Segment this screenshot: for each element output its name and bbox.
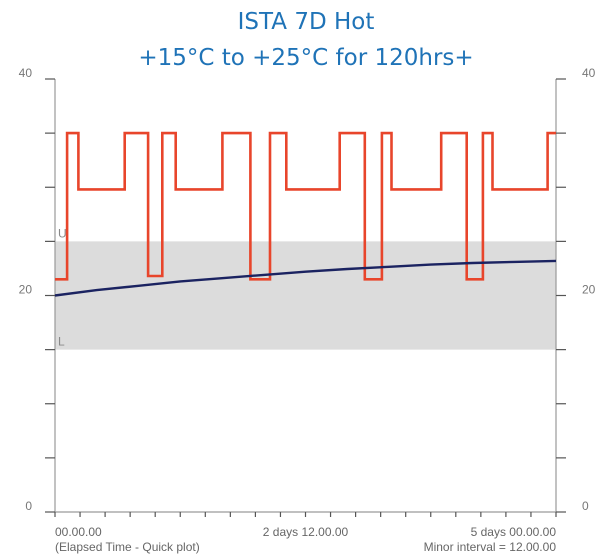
chart-subtitle: +15°C to +25°C for 120hrs+ bbox=[138, 45, 473, 71]
x-tick-label-secondary: (Elapsed Time - Quick plot) bbox=[55, 540, 200, 554]
x-tick-label: 5 days 00.00.00 bbox=[471, 525, 557, 539]
y-tick-label-left: 0 bbox=[25, 499, 32, 513]
upper-limit-label: U bbox=[58, 226, 67, 240]
y-tick-label-right: 20 bbox=[582, 283, 596, 297]
y-tick-label-left: 20 bbox=[19, 283, 33, 297]
y-tick-label-left: 40 bbox=[19, 66, 33, 80]
y-tick-label-right: 40 bbox=[582, 66, 596, 80]
x-tick-label: 00.00.00 bbox=[55, 525, 102, 539]
chart-title: ISTA 7D Hot bbox=[238, 9, 375, 35]
lower-limit-label: L bbox=[58, 335, 65, 349]
x-tick-label-secondary: Minor interval = 12.00.00 bbox=[424, 540, 557, 554]
tolerance-band-layer: UL bbox=[55, 226, 556, 349]
tolerance-band bbox=[55, 241, 556, 349]
y-tick-label-right: 0 bbox=[582, 499, 589, 513]
x-tick-label: 2 days 12.00.00 bbox=[263, 525, 349, 539]
